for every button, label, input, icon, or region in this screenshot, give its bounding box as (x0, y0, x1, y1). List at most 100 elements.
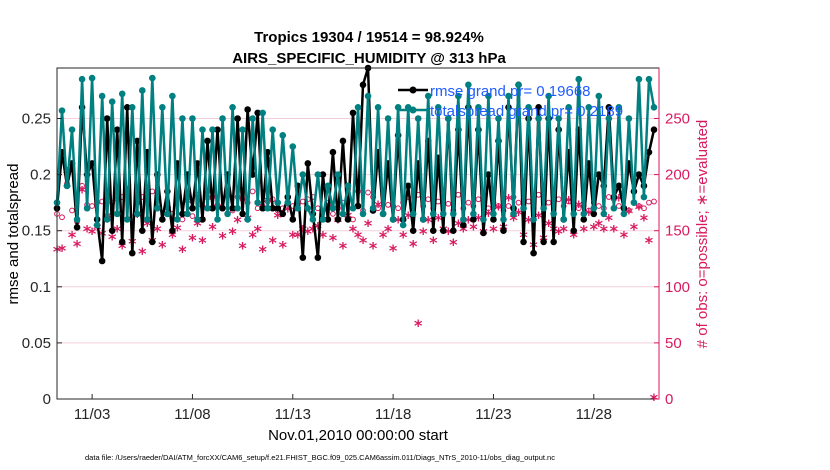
rmse-point-103 (570, 227, 578, 234)
obs-evaluated-point-12: * (113, 222, 122, 241)
obs-evaluated-point-72: * (414, 316, 423, 335)
rmse-point-36 (234, 115, 241, 122)
obs-evaluated-point-6: * (83, 222, 92, 241)
obs-evaluated-point-75: * (429, 233, 438, 252)
obs-evaluated-point-92: * (514, 205, 523, 224)
obs-evaluated-point-81: * (459, 222, 468, 241)
totalspread-point-5 (78, 75, 86, 83)
obs-evaluated-point-47: * (289, 227, 298, 246)
totalspread-point-119 (650, 103, 658, 111)
rmse-point-95 (530, 249, 537, 257)
rmse-point-61 (359, 81, 367, 89)
obs-evaluated-point-80: * (454, 216, 463, 235)
legend-rmse-marker (409, 86, 417, 94)
obs-evaluated-point-57: * (339, 239, 348, 258)
obs-evaluated-point-36: * (233, 213, 242, 232)
totalspread-point-50 (304, 204, 312, 212)
obs-evaluated-point-67: * (389, 241, 398, 260)
totalspread-point-106 (585, 103, 593, 111)
rmse-point-27 (189, 204, 196, 212)
totalspread-point-40 (254, 199, 261, 206)
obs-evaluated-point-82: * (464, 213, 473, 232)
totalspread-point-74 (424, 92, 432, 100)
totalspread-point-97 (540, 204, 547, 212)
chart-title: Tropics 19304 / 19514 = 98.924% (254, 29, 484, 46)
totalspread-point-20 (154, 204, 161, 212)
rmse-point-14 (123, 103, 131, 111)
y2-tick-label-3: 150 (665, 223, 690, 240)
totalspread-point-73 (419, 216, 427, 223)
totalspread-point-4 (73, 216, 81, 223)
totalspread-point-92 (515, 81, 522, 89)
totalspread-point-107 (590, 204, 598, 212)
totalspread-point-108 (595, 92, 603, 100)
x-tick-label-4: 11/23 (475, 406, 511, 423)
rmse-point-15 (128, 249, 136, 257)
obs-possible-point-92 (515, 199, 522, 206)
rmse-point-55 (329, 148, 337, 156)
totalspread-point-29 (199, 126, 206, 134)
rmse-point-12 (113, 126, 121, 134)
rmse-point-87 (490, 216, 497, 223)
rmse-point-105 (580, 216, 588, 223)
totalspread-point-25 (179, 115, 186, 122)
totalspread-point-69 (399, 221, 407, 229)
totalspread-point-16 (133, 210, 141, 218)
rmse-point-21 (159, 216, 166, 223)
totalspread-point-42 (264, 204, 272, 212)
legend: rmse grand pr= 0.19668 totalspread grand… (398, 83, 623, 120)
totalspread-point-79 (450, 210, 457, 218)
rmse-point-29 (199, 216, 206, 223)
y2-tick-label-5: 250 (665, 110, 690, 127)
rmse-point-32 (214, 126, 221, 134)
totalspread-point-112 (615, 103, 623, 111)
totalspread-point-115 (630, 199, 638, 206)
obs-evaluated-point-50: * (304, 224, 313, 243)
rmse-point-93 (520, 238, 527, 246)
rmse-point-89 (500, 227, 507, 234)
totalspread-point-75 (429, 210, 437, 218)
y-axis-label: rmse and totalspread (5, 164, 22, 305)
y-tick-label-4: 0.2 (30, 167, 51, 184)
totalspread-point-35 (229, 103, 236, 111)
obs-possible-point-68 (395, 205, 402, 212)
rmse-point-116 (635, 171, 643, 178)
obs-evaluated-point-106: * (585, 205, 594, 224)
totalspread-point-37 (239, 126, 246, 134)
totalspread-point-98 (545, 92, 552, 100)
totalspread-point-21 (159, 103, 166, 111)
rmse-point-86 (485, 171, 492, 178)
obs-evaluated-point-5: * (78, 182, 87, 201)
obs-evaluated-point-116: * (635, 199, 644, 218)
rmse-point-96 (535, 103, 542, 111)
totalspread-point-30 (204, 204, 211, 212)
obs-evaluated-point-11: * (108, 230, 117, 249)
obs-evaluated-point-64: * (374, 197, 383, 216)
obs-possible-point-112 (615, 203, 622, 209)
totalspread-point-110 (605, 115, 613, 122)
totalspread-point-65 (379, 210, 387, 218)
totalspread-point-96 (535, 115, 542, 122)
obs-evaluated-point-103: * (570, 227, 579, 246)
totalspread-point-103 (570, 210, 578, 218)
totalspread-point-114 (625, 115, 633, 122)
totalspread-point-80 (455, 92, 462, 100)
obs-possible-point-114 (626, 207, 632, 214)
totalspread-point-27 (189, 115, 196, 122)
obs-evaluated-point-102: * (565, 193, 574, 212)
obs-evaluated-point-21: * (158, 237, 167, 256)
y-tick-label-1: 0.05 (22, 335, 51, 352)
y2-axis-label: # of obs: o=possible; ∗=evaluated (694, 120, 711, 349)
obs-evaluated-point-13: * (118, 239, 127, 258)
totalspread-point-51 (309, 216, 317, 223)
rmse-point-79 (450, 227, 457, 234)
rmse-point-10 (103, 115, 111, 122)
obs-evaluated-point-48: * (294, 227, 303, 246)
totalspread-point-7 (88, 74, 96, 82)
totalspread-point-28 (194, 216, 201, 223)
totalspread-point-61 (359, 210, 367, 218)
rmse-point-58 (344, 216, 352, 223)
totalspread-point-118 (645, 75, 653, 83)
totalspread-point-90 (505, 92, 512, 100)
totalspread-point-66 (384, 115, 392, 122)
